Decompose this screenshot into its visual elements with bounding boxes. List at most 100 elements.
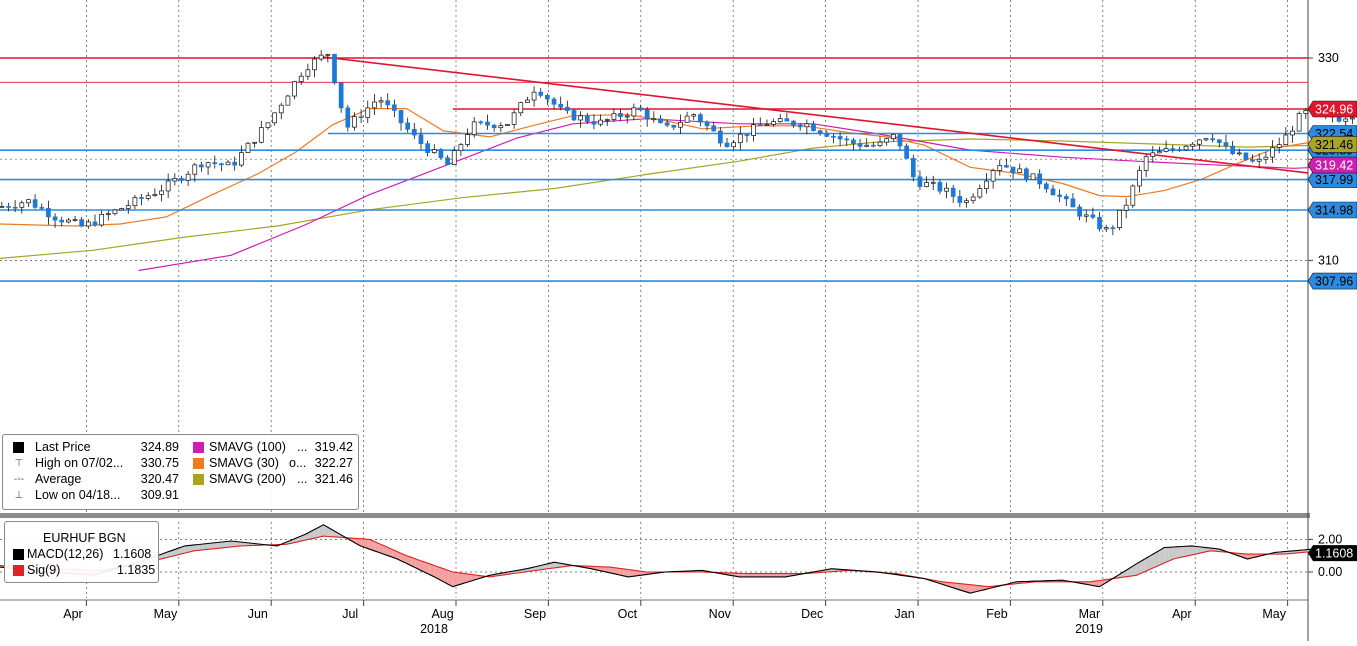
- macd-diff-fill: [457, 573, 462, 586]
- candle-body: [958, 196, 962, 202]
- low-label: Low on 04/18...: [35, 488, 120, 502]
- candle-body: [246, 143, 250, 152]
- candle-body: [392, 105, 396, 111]
- candle-body: [1118, 210, 1122, 227]
- candle-body: [725, 143, 729, 147]
- candle-body: [1098, 217, 1102, 229]
- candle-body: [279, 105, 283, 113]
- candle-body: [66, 220, 70, 222]
- candle-body: [1071, 199, 1075, 207]
- candle-body: [53, 217, 57, 220]
- candle-body: [718, 131, 722, 143]
- macd-diff-fill: [1183, 546, 1188, 557]
- candle-body: [173, 178, 177, 181]
- candle-body: [632, 108, 636, 116]
- month-label: Jan: [895, 607, 915, 621]
- candle-body: [672, 125, 676, 127]
- average-value: 320.47: [133, 472, 179, 486]
- candle-body: [519, 103, 523, 113]
- average-label: Average: [35, 472, 81, 486]
- candle-body: [286, 96, 290, 105]
- candle-body: [891, 134, 895, 138]
- candle-body: [572, 111, 576, 120]
- candle-body: [399, 110, 403, 122]
- candle-body: [871, 145, 875, 146]
- sma30-ellipsis: o...: [289, 456, 306, 470]
- candle-body: [1031, 174, 1035, 180]
- high-marker-icon: ⊤: [13, 457, 25, 470]
- candle-body: [658, 119, 662, 123]
- candle-body: [792, 121, 796, 125]
- candle-body: [698, 115, 702, 122]
- ma-tag-0: 321.46: [1315, 138, 1353, 152]
- candle-body: [1224, 143, 1228, 147]
- candle-body: [652, 119, 656, 120]
- candle-body: [619, 113, 623, 116]
- last-price-swatch: [13, 442, 24, 453]
- candle-body: [625, 116, 629, 117]
- candle-body: [479, 122, 483, 123]
- candle-body: [332, 54, 336, 83]
- candle-body: [945, 188, 949, 191]
- candle-body: [559, 104, 563, 107]
- candle-body: [639, 108, 643, 110]
- candle-body: [492, 125, 496, 127]
- candle-body: [1344, 119, 1348, 121]
- candle-body: [798, 125, 802, 127]
- candle-body: [1197, 140, 1201, 144]
- legend-row-sma30: SMAVG (30): [191, 456, 301, 472]
- candle-body: [592, 122, 596, 125]
- legend-row-average: -◦- Average: [9, 472, 129, 488]
- candle-body: [140, 198, 144, 199]
- macd-y-tick-label: 2.00: [1318, 532, 1342, 546]
- sma100-ellipsis: ...: [297, 440, 307, 454]
- sma30-swatch: [193, 458, 204, 469]
- sma200-swatch: [193, 474, 204, 485]
- candle-body: [898, 134, 902, 146]
- month-label: May: [154, 607, 178, 621]
- candle-body: [1184, 146, 1188, 150]
- candle-body: [20, 203, 24, 207]
- candle-body: [678, 122, 682, 127]
- candle-body: [512, 113, 516, 125]
- macd-diff-fill: [1187, 546, 1192, 556]
- candle-body: [938, 182, 942, 191]
- macd-y-tick-label: 0.00: [1318, 565, 1342, 579]
- candle-body: [359, 117, 363, 118]
- candle-body: [1277, 145, 1281, 148]
- macd-value: 1.1608: [113, 547, 151, 561]
- level-tag-5: 317.99: [1315, 173, 1353, 187]
- low-marker-icon: ⊥: [13, 489, 25, 502]
- signal-label: Sig(9): [27, 563, 60, 577]
- candle-body: [0, 206, 4, 207]
- candle-body: [885, 139, 889, 143]
- candle-body: [446, 158, 450, 165]
- candle-body: [439, 150, 443, 158]
- month-label: Feb: [986, 607, 1008, 621]
- candle-body: [93, 222, 97, 225]
- candle-body: [120, 209, 124, 210]
- candle-body: [971, 197, 975, 201]
- candle-body: [219, 164, 223, 165]
- candle-body: [26, 200, 30, 203]
- y-tick-label: 330: [1318, 51, 1339, 65]
- signal-swatch: [13, 565, 24, 576]
- candle-body: [153, 194, 157, 195]
- candle-body: [133, 198, 137, 206]
- candle-body: [1151, 153, 1155, 157]
- candle-body: [1171, 149, 1175, 150]
- legend-row-last-price: Last Price: [9, 440, 129, 456]
- year-label: 2018: [420, 622, 448, 636]
- candle-body: [1064, 197, 1068, 199]
- candle-body: [911, 158, 915, 176]
- price-legend: Last Price 324.89 ⊤ High on 07/02... 330…: [2, 434, 359, 510]
- macd-diff-fill: [453, 572, 458, 587]
- candle-body: [426, 144, 430, 153]
- sma200-value: 321.46: [309, 472, 353, 486]
- candle-body: [86, 222, 90, 226]
- candle-body: [193, 165, 197, 174]
- candle-body: [1284, 135, 1288, 145]
- level-tag-6: 314.98: [1315, 204, 1353, 218]
- candle-body: [1018, 169, 1022, 173]
